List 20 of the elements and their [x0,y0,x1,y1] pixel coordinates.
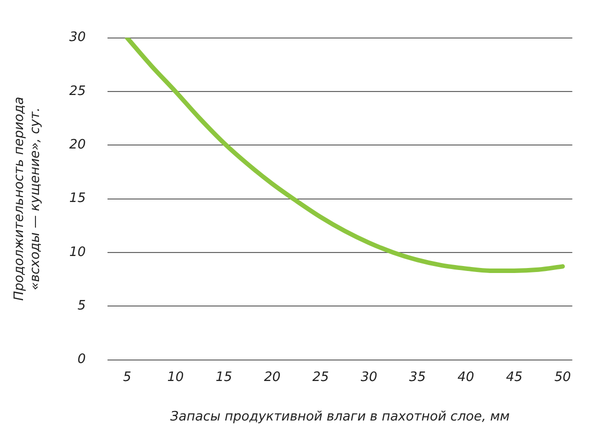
y-tick-label: 15 [69,191,86,206]
x-tick-label: 20 [264,370,281,385]
x-tick-label: 40 [458,370,474,385]
y-tick-label: 30 [69,30,86,46]
y-tick-label: 10 [69,244,86,260]
x-axis-title: Запасы продуктивной влаги в пахотной слое, мм [170,410,510,425]
x-tick-label: 10 [167,370,184,385]
x-tick-label: 50 [554,370,571,385]
y-axis-title: Продолжительность периода «всходы — кущение», сут. [12,96,43,301]
x-tick-label: 45 [506,370,522,385]
y-tick-label: 25 [69,84,86,99]
x-tick-label: 15 [216,370,232,385]
x-tick-label: 30 [360,370,378,385]
x-tick-label: 5 [122,370,132,385]
x-tick-label: 25 [312,370,329,385]
line-series [124,38,565,273]
x-tick-label: 35 [409,370,426,385]
y-tick-label: 20 [69,138,86,153]
y-tick-label: 5 [77,298,86,314]
y-tick-label: 0 [77,352,86,368]
